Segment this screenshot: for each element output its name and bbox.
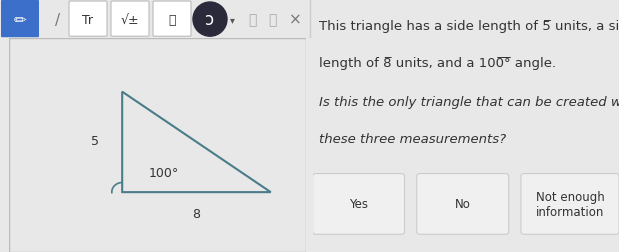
Text: ⌒: ⌒ <box>268 13 276 27</box>
Text: length of 8̅ units, and a 100̅°̅ angle.: length of 8̅ units, and a 100̅°̅ angle. <box>319 57 556 70</box>
Text: Not enough
information: Not enough information <box>535 190 604 218</box>
Text: This triangle has a side length of 5̅ units, a side: This triangle has a side length of 5̅ un… <box>319 20 619 33</box>
Text: 8: 8 <box>193 207 201 220</box>
Text: √±: √± <box>121 14 139 26</box>
Circle shape <box>193 3 227 37</box>
Text: Is this the only triangle that can be created with: Is this the only triangle that can be cr… <box>319 96 619 109</box>
Text: /: / <box>56 13 61 27</box>
FancyBboxPatch shape <box>69 2 107 37</box>
Text: these three measurements?: these three measurements? <box>319 132 506 145</box>
Text: 100°: 100° <box>149 167 179 180</box>
FancyBboxPatch shape <box>417 174 509 234</box>
Text: Tr: Tr <box>82 14 93 26</box>
Text: ↄ: ↄ <box>206 11 215 29</box>
Text: No: No <box>455 198 470 211</box>
Text: ⌒: ⌒ <box>248 13 256 27</box>
FancyBboxPatch shape <box>1 1 39 38</box>
FancyBboxPatch shape <box>313 174 405 234</box>
Text: ▾: ▾ <box>230 15 235 25</box>
Text: ×: × <box>288 13 301 27</box>
Text: ✏: ✏ <box>14 13 27 27</box>
Text: Yes: Yes <box>349 198 368 211</box>
FancyBboxPatch shape <box>521 174 619 234</box>
Text: 🖌: 🖌 <box>168 14 176 26</box>
FancyBboxPatch shape <box>111 2 149 37</box>
Text: 5: 5 <box>92 135 100 148</box>
FancyBboxPatch shape <box>153 2 191 37</box>
